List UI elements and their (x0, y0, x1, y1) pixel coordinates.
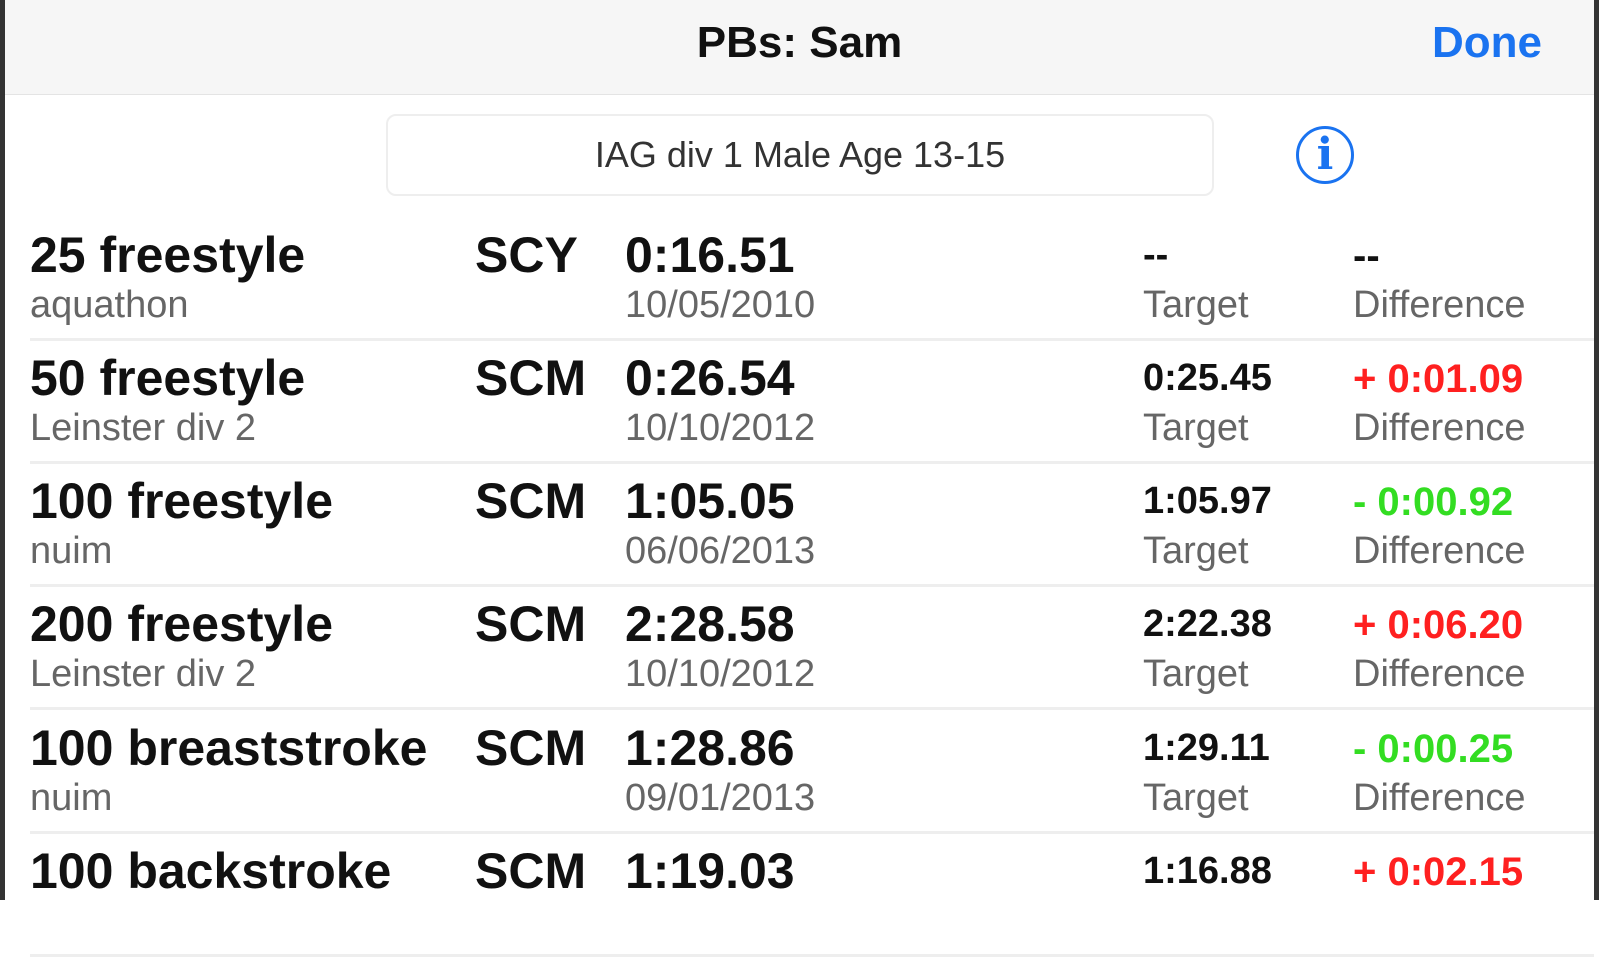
window-border-right (1594, 0, 1599, 900)
course-type: SCY (475, 227, 578, 283)
group-filter-selector[interactable]: IAG div 1 Male Age 13-15 (386, 114, 1214, 196)
event-name: 50 freestyle (30, 350, 306, 406)
difference-value: + 0:06.20 (1353, 603, 1524, 647)
table-row[interactable]: 25 freestyle aquathon SCY 0:16.51 10/05/2010… (5, 218, 1594, 341)
target-label: Target (1143, 530, 1249, 572)
difference-label: Difference (1353, 653, 1526, 695)
target-time: -- (1143, 234, 1169, 276)
target-label: Target (1143, 653, 1249, 695)
table-row[interactable]: 100 breaststroke nuim SCM 1:28.86 09/01/2013… (5, 711, 1594, 834)
pb-date: 10/05/2010 (625, 284, 816, 326)
target-label: Target (1143, 407, 1249, 449)
meet-name: Leinster div 2 (30, 653, 257, 695)
target-time: 2:22.38 (1143, 603, 1272, 645)
difference-value: - 0:00.25 (1353, 727, 1514, 771)
event-name: 100 backstroke (30, 843, 392, 899)
event-name: 100 freestyle (30, 473, 334, 529)
done-button[interactable]: Done (1432, 18, 1542, 67)
navigation-bar: PBs: Sam Done (5, 0, 1594, 95)
row-divider (30, 831, 1594, 834)
pb-date: 06/06/2013 (625, 530, 816, 572)
target-time: 1:05.97 (1143, 480, 1272, 522)
difference-value: + 0:01.09 (1353, 357, 1524, 401)
pb-time: 1:19.03 (625, 843, 795, 899)
pb-time: 2:28.58 (625, 596, 795, 652)
table-row[interactable]: 100 backstroke SCM 1:19.03 1:16.88 + 0:02.15 (5, 834, 1594, 957)
target-label: Target (1143, 284, 1249, 326)
window-border-left (0, 0, 5, 900)
table-row[interactable]: 200 freestyle Leinster div 2 SCM 2:28.58 10/… (5, 587, 1594, 710)
info-circle-icon[interactable]: i (1296, 126, 1354, 184)
difference-label: Difference (1353, 284, 1526, 326)
pb-time: 0:16.51 (625, 227, 795, 283)
pb-time: 1:05.05 (625, 473, 795, 529)
difference-value: + 0:02.15 (1353, 850, 1524, 894)
difference-label: Difference (1353, 407, 1526, 449)
meet-name: aquathon (30, 284, 189, 326)
table-row[interactable]: 50 freestyle Leinster div 2 SCM 0:26.54 10/1… (5, 341, 1594, 464)
target-label: Target (1143, 777, 1249, 819)
course-type: SCM (475, 596, 587, 652)
course-type: SCM (475, 720, 587, 776)
pb-time: 0:26.54 (625, 350, 795, 406)
difference-label: Difference (1353, 530, 1526, 572)
pb-date: 10/10/2012 (625, 407, 816, 449)
difference-value: - 0:00.92 (1353, 480, 1514, 524)
pb-date: 10/10/2012 (625, 653, 816, 695)
difference-value: -- (1353, 234, 1380, 278)
target-time: 1:16.88 (1143, 850, 1272, 892)
event-name: 100 breaststroke (30, 720, 428, 776)
meet-name: nuim (30, 777, 113, 819)
course-type: SCM (475, 350, 587, 406)
row-divider (30, 707, 1594, 710)
table-row[interactable]: 100 freestyle nuim SCM 1:05.05 06/06/2013 1:0… (5, 464, 1594, 587)
event-name: 25 freestyle (30, 227, 306, 283)
row-divider (30, 338, 1594, 341)
difference-label: Difference (1353, 777, 1526, 819)
target-time: 0:25.45 (1143, 357, 1272, 399)
row-divider (30, 584, 1594, 587)
pb-date: 09/01/2013 (625, 777, 816, 819)
row-divider (30, 461, 1594, 464)
page-title: PBs: Sam (696, 18, 903, 67)
course-type: SCM (475, 473, 587, 529)
pb-time: 1:28.86 (625, 720, 795, 776)
meet-name: Leinster div 2 (30, 407, 257, 449)
event-name: 200 freestyle (30, 596, 334, 652)
meet-name: nuim (30, 530, 113, 572)
course-type: SCM (475, 843, 587, 899)
target-time: 1:29.11 (1143, 727, 1270, 769)
